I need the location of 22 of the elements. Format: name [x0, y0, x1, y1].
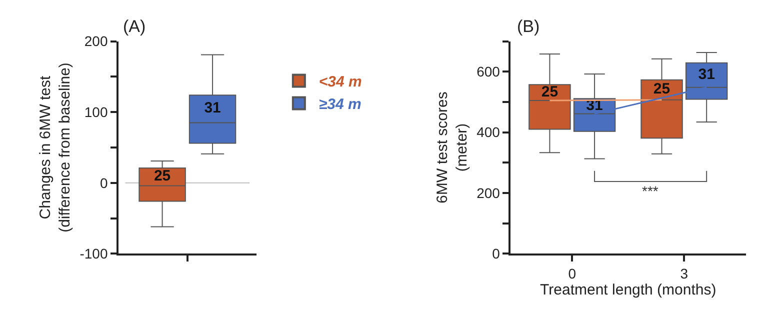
x-axis-title: Treatment length (months) — [540, 281, 716, 298]
legend-label: <34 m — [318, 74, 362, 91]
chart-title: (A) — [123, 17, 146, 36]
y-tick-label: 200 — [476, 184, 500, 201]
y-tick-label: 200 — [84, 33, 108, 50]
text: 25 — [541, 83, 558, 100]
y-tick-label: 600 — [476, 64, 500, 80]
annotation: *** — [642, 183, 659, 199]
y-axis-title: Changes in 6MW test (difference from baseline) — [36, 62, 74, 232]
y-tick-label: 0 — [100, 174, 108, 191]
y-tick-label: 0 — [492, 246, 500, 262]
y-tick-label: 100 — [84, 104, 108, 120]
text: 31 — [204, 100, 221, 117]
legend-label: ≥34 m — [318, 96, 362, 114]
x-tick-label: 3 — [680, 265, 688, 282]
y-axis-title: 6MW test scores (meter) — [434, 92, 470, 204]
text: 25 — [653, 80, 670, 98]
chart-title: (B) — [517, 17, 540, 36]
y-tick-label: -100 — [80, 246, 108, 262]
y-tick-label: 400 — [476, 124, 500, 140]
text: 31 — [698, 66, 715, 83]
text: 25 — [154, 168, 171, 185]
